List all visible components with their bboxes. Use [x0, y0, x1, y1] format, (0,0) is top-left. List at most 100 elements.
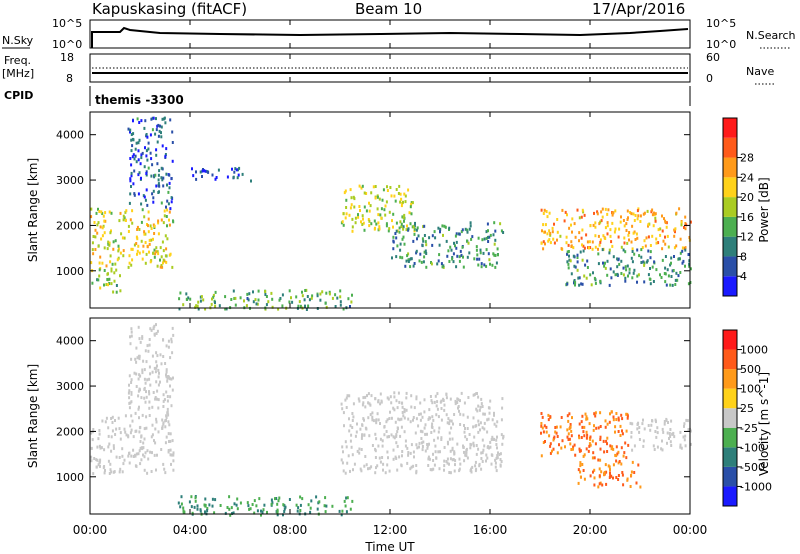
range-cell — [660, 276, 663, 279]
range-cell — [260, 509, 262, 513]
range-cell — [194, 499, 197, 503]
range-cell — [497, 253, 499, 257]
range-cell — [601, 215, 604, 219]
range-cell — [130, 414, 133, 418]
range-cell — [248, 292, 251, 296]
range-cell — [413, 232, 416, 236]
range-cell — [581, 258, 584, 262]
range-cell — [158, 184, 161, 188]
range-cell — [196, 504, 199, 508]
range-cell — [456, 442, 459, 446]
range-cell — [495, 438, 498, 442]
range-cell — [378, 456, 381, 460]
range-cell — [345, 198, 348, 202]
range-cell — [594, 245, 597, 249]
range-cell — [426, 432, 428, 436]
range-cell — [466, 230, 469, 234]
range-cell — [606, 232, 609, 236]
range-cell — [165, 390, 168, 394]
range-cell — [636, 280, 638, 284]
range-cell — [585, 430, 588, 434]
range-cell — [628, 271, 631, 275]
range-cell — [438, 426, 441, 430]
range-cell — [589, 437, 592, 441]
range-cell — [257, 289, 260, 293]
range-cell — [485, 264, 488, 268]
range-cell — [661, 214, 663, 218]
range-cell — [404, 444, 407, 448]
range-cell — [482, 448, 485, 452]
range-cell — [655, 237, 658, 241]
range-cell — [625, 429, 628, 433]
range-cell — [440, 436, 443, 440]
range-cell — [553, 241, 556, 245]
range-cell — [649, 277, 652, 281]
range-cell — [390, 401, 393, 405]
range-cell — [169, 118, 172, 122]
range-cell — [443, 459, 446, 463]
range-cell — [200, 295, 203, 299]
range-cell — [360, 448, 363, 451]
range-cell — [129, 128, 132, 132]
range-cell — [344, 216, 347, 220]
range-cell — [668, 437, 670, 440]
range-cell — [581, 425, 584, 429]
range-cell — [385, 430, 388, 433]
range-cell — [119, 211, 122, 215]
range-cell — [489, 233, 492, 237]
range-cell — [109, 231, 112, 235]
range-cell — [148, 238, 151, 242]
color-scale-frame — [722, 117, 738, 297]
range-cell — [351, 419, 354, 422]
range-cell — [164, 153, 167, 156]
range-cell — [224, 307, 227, 311]
range-cell — [130, 138, 133, 142]
range-cell — [652, 224, 655, 228]
range-cell — [590, 283, 593, 287]
range-cell — [423, 234, 426, 237]
range-cell — [680, 220, 683, 224]
range-cell — [569, 442, 572, 446]
range-cell — [386, 418, 389, 422]
range-cell — [137, 394, 140, 398]
range-cell — [475, 407, 478, 411]
range-cell — [611, 221, 614, 225]
range-cell — [456, 397, 459, 401]
range-cell — [419, 252, 422, 256]
range-cell — [162, 261, 164, 265]
range-cell — [485, 230, 488, 234]
range-cell — [626, 218, 629, 221]
range-cell — [592, 223, 595, 227]
range-cell — [359, 427, 362, 431]
range-cell — [325, 305, 328, 309]
range-cell — [104, 468, 106, 472]
range-cell — [367, 467, 369, 471]
range-cell — [110, 282, 113, 286]
range-cell — [559, 234, 562, 238]
range-cell — [388, 227, 391, 231]
range-cell — [137, 452, 140, 456]
range-cell — [129, 177, 132, 181]
range-cell — [622, 273, 625, 277]
range-cell — [457, 405, 460, 408]
range-cell — [449, 471, 452, 475]
range-cell — [429, 468, 432, 472]
range-cell — [479, 405, 482, 409]
range-cell — [627, 216, 629, 220]
range-cell — [594, 414, 597, 418]
range-cell — [576, 268, 579, 272]
range-cell — [490, 453, 493, 457]
range-cell — [144, 400, 147, 404]
range-cell — [417, 424, 420, 428]
range-cell — [571, 217, 574, 221]
range-cell — [583, 434, 586, 438]
range-cell — [601, 483, 604, 487]
range-cell — [350, 445, 353, 449]
range-cell — [118, 219, 121, 223]
range-cell — [155, 184, 158, 188]
nave-top-tick: 60 — [706, 51, 720, 64]
range-cell — [180, 495, 183, 499]
range-cell — [376, 412, 379, 416]
range-cell — [237, 168, 239, 172]
range-cell — [397, 391, 400, 395]
